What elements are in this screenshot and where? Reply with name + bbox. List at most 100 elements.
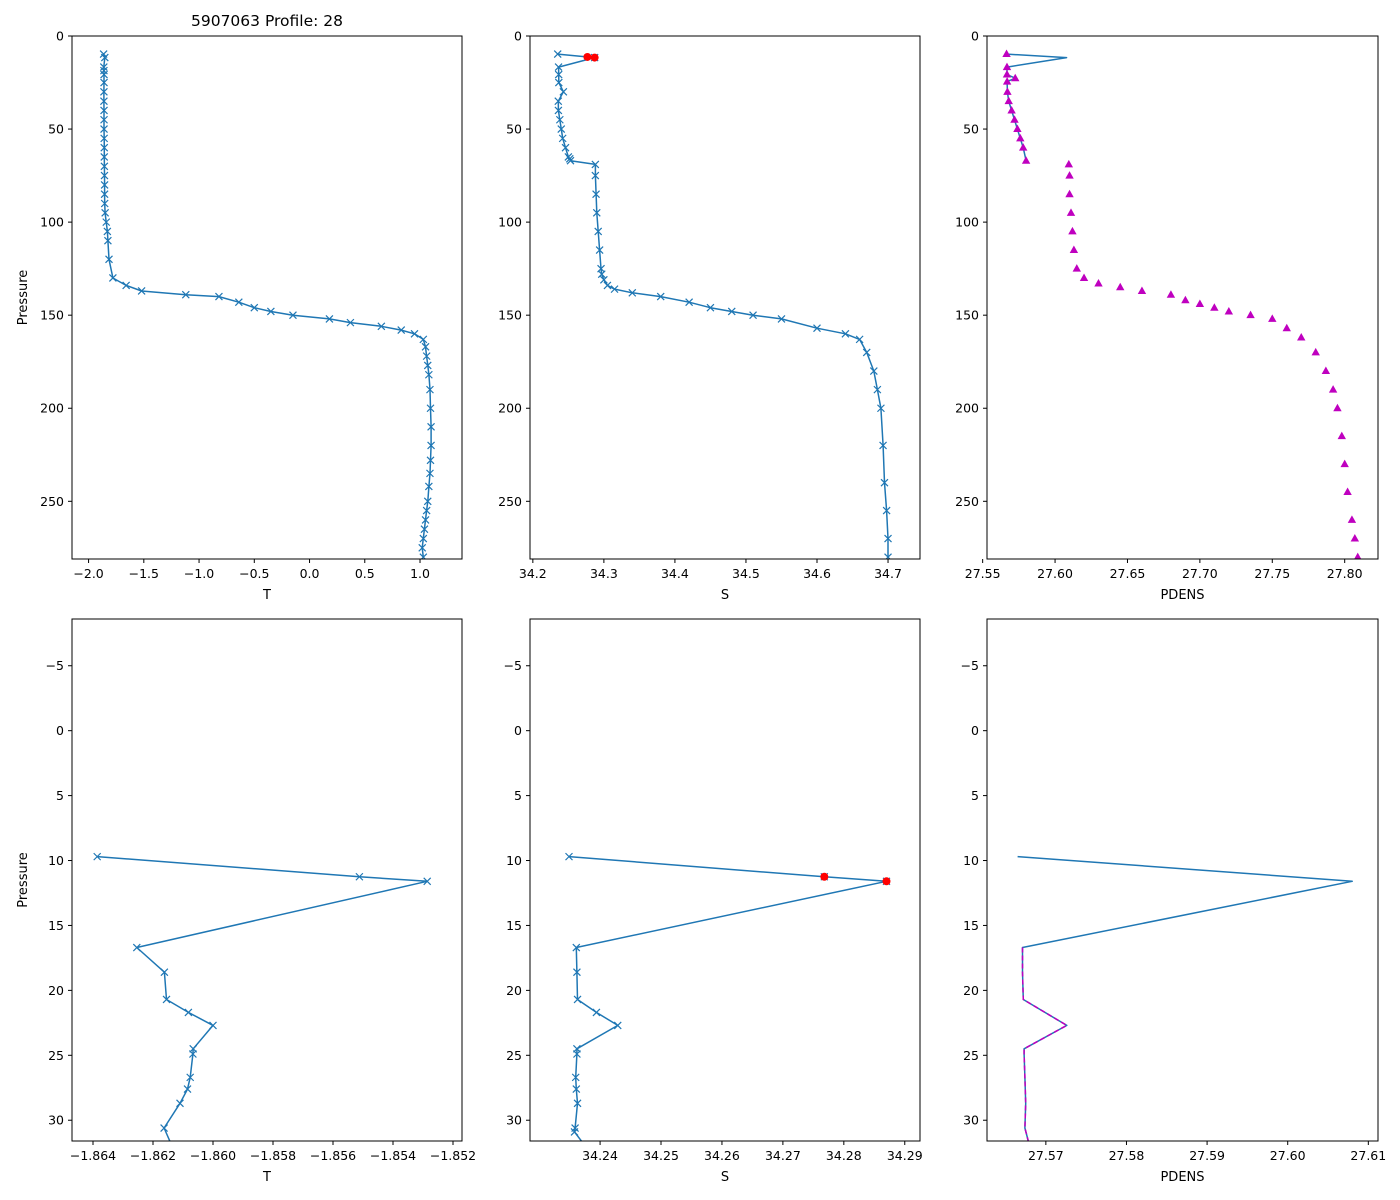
data-point-x: [573, 995, 582, 1004]
x-axis-label: T: [262, 1170, 271, 1185]
data-point-x: [250, 303, 259, 312]
data-point-x: [554, 78, 563, 87]
x-tick-label: 34.6: [803, 566, 831, 581]
data-point-x: [103, 236, 112, 245]
plot-area: [1017, 855, 1353, 1141]
data-point-x: [426, 469, 434, 478]
y-tick-label: 100: [955, 215, 979, 230]
x-tick-label: −1.0: [184, 566, 214, 581]
data-point-x: [100, 190, 109, 199]
data-point-x: [346, 318, 355, 327]
data-point-x: [108, 274, 117, 282]
data-point-x: [572, 968, 581, 977]
x-tick-label: 34.24: [582, 1148, 618, 1163]
density-point: [1065, 189, 1074, 198]
x-axis-label: PDENS: [1160, 588, 1204, 603]
y-tick-label: 20: [963, 983, 979, 998]
data-point-x: [554, 97, 563, 106]
data-point-x: [558, 134, 567, 143]
x-tick-label: −0.5: [239, 566, 269, 581]
data-point-x: [100, 78, 108, 87]
data-point-x: [727, 307, 736, 316]
y-tick-label: −5: [961, 658, 979, 673]
data-point-x: [419, 534, 428, 543]
data-point-x: [100, 53, 109, 62]
density-point: [1010, 115, 1019, 123]
y-tick-label: 5: [514, 788, 522, 803]
y-tick-label: 10: [963, 853, 979, 868]
data-point-x: [873, 385, 882, 394]
x-tick-label: −1.860: [190, 1148, 236, 1163]
density-point: [1064, 159, 1074, 168]
y-tick-label: 5: [56, 788, 64, 803]
y-tick-label: 150: [498, 308, 522, 323]
y-tick-label: 0: [514, 723, 522, 738]
data-point-x: [418, 543, 427, 552]
data-point-x: [122, 281, 131, 290]
data-point-x: [592, 1008, 601, 1017]
panel-3: 27.55 27.60 27.65 27.70 27.75 27.80 0 50 100 150 2…: [955, 29, 1379, 603]
density-point: [1328, 385, 1338, 393]
density-point: [1016, 133, 1025, 142]
data-point-x: [566, 156, 575, 165]
x-tick-label: 27.57: [1028, 1148, 1064, 1163]
data-point-x: [100, 153, 109, 161]
y-tick-label: 0: [514, 29, 522, 44]
data-point-x: [422, 506, 431, 515]
x-tick-label: 34.26: [704, 1148, 740, 1163]
density-point: [1166, 290, 1176, 298]
data-point-x: [591, 160, 600, 169]
y-tick-label: 0: [56, 723, 64, 738]
data-point-x: [377, 322, 386, 331]
density-point: [1094, 279, 1103, 287]
data-point-x: [100, 106, 108, 115]
data-point-x: [427, 422, 435, 431]
series-line: [557, 53, 889, 558]
data-point-x: [777, 314, 786, 323]
data-point-x: [557, 125, 566, 133]
data-point-x: [749, 311, 757, 320]
x-tick-label: 0.5: [355, 566, 375, 581]
x-tick-label: 34.29: [887, 1148, 923, 1163]
axes-frame: [529, 618, 921, 1142]
density-point: [1002, 77, 1012, 85]
data-point-x: [93, 852, 102, 861]
x-tick-label: −1.864: [70, 1148, 116, 1163]
y-tick-label: 250: [498, 494, 522, 509]
data-point-x: [421, 342, 430, 351]
data-point-x: [592, 208, 601, 217]
data-point-x: [426, 385, 434, 394]
x-tick-label: 0.0: [300, 566, 320, 581]
data-point-x: [183, 1085, 192, 1093]
y-tick-label: 0: [971, 29, 979, 44]
data-point-x: [571, 1073, 580, 1082]
y-tick-label: 50: [48, 122, 64, 137]
density-point: [1116, 282, 1125, 291]
y-tick-label: 250: [40, 494, 64, 509]
density-point: [1297, 333, 1306, 341]
data-point-x: [162, 995, 171, 1004]
plot-area: [565, 852, 891, 1141]
flagged-point: [820, 872, 829, 881]
axes-frame: [529, 35, 921, 560]
y-tick-label: 10: [506, 853, 522, 868]
data-point-x: [862, 348, 871, 357]
y-tick-label: 200: [40, 401, 64, 416]
x-tick-label: 34.5: [732, 566, 760, 581]
x-axis-label: S: [721, 588, 729, 603]
data-point-x: [100, 87, 108, 96]
data-point-x: [100, 143, 109, 152]
y-axis-label: Pressure: [16, 852, 31, 908]
x-tick-label: −1.852: [430, 1148, 476, 1163]
density-point: [1311, 347, 1320, 356]
y-tick-label: 150: [40, 308, 64, 323]
data-point-x: [565, 154, 574, 163]
data-point-x: [572, 1085, 581, 1093]
data-point-x: [813, 324, 821, 333]
data-point-x: [397, 326, 406, 334]
panels: −2.0 −1.5 −1.0 −0.5 0.0 0.5 1.0050100150200250…: [16, 29, 1386, 1186]
data-point-x: [553, 50, 562, 58]
density-point: [1068, 226, 1077, 235]
density-point: [1268, 314, 1277, 322]
data-point-x: [597, 270, 606, 279]
